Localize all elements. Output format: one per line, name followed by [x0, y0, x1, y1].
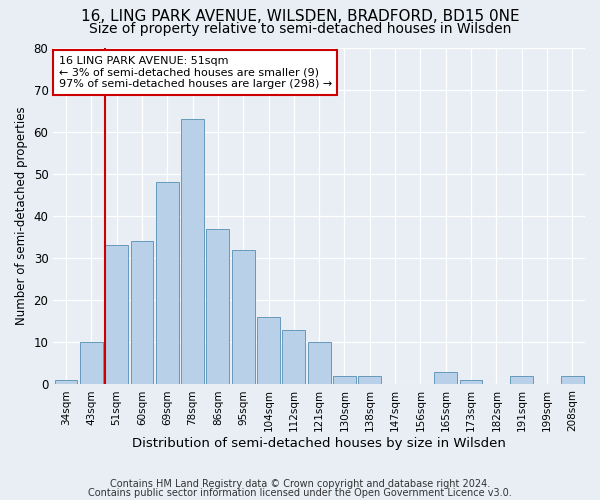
Bar — [308, 342, 331, 384]
Bar — [460, 380, 482, 384]
Bar — [181, 119, 204, 384]
Bar — [232, 250, 254, 384]
Bar — [358, 376, 381, 384]
Bar — [206, 228, 229, 384]
Text: 16, LING PARK AVENUE, WILSDEN, BRADFORD, BD15 0NE: 16, LING PARK AVENUE, WILSDEN, BRADFORD,… — [80, 9, 520, 24]
Text: Contains HM Land Registry data © Crown copyright and database right 2024.: Contains HM Land Registry data © Crown c… — [110, 479, 490, 489]
Bar — [283, 330, 305, 384]
Text: Contains public sector information licensed under the Open Government Licence v3: Contains public sector information licen… — [88, 488, 512, 498]
Bar — [511, 376, 533, 384]
Bar — [333, 376, 356, 384]
Bar — [80, 342, 103, 384]
Bar — [156, 182, 179, 384]
Text: 16 LING PARK AVENUE: 51sqm
← 3% of semi-detached houses are smaller (9)
97% of s: 16 LING PARK AVENUE: 51sqm ← 3% of semi-… — [59, 56, 332, 89]
Bar — [434, 372, 457, 384]
X-axis label: Distribution of semi-detached houses by size in Wilsden: Distribution of semi-detached houses by … — [132, 437, 506, 450]
Bar — [105, 246, 128, 384]
Bar — [561, 376, 584, 384]
Y-axis label: Number of semi-detached properties: Number of semi-detached properties — [15, 106, 28, 326]
Bar — [257, 317, 280, 384]
Text: Size of property relative to semi-detached houses in Wilsden: Size of property relative to semi-detach… — [89, 22, 511, 36]
Bar — [55, 380, 77, 384]
Bar — [131, 242, 154, 384]
